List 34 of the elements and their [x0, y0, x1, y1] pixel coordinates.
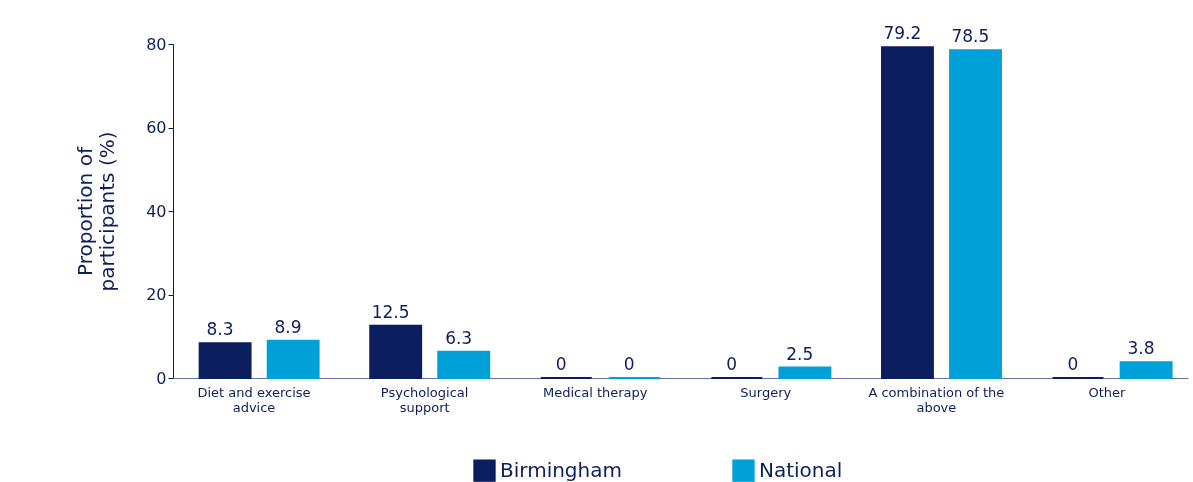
bar — [778, 366, 832, 379]
data-label: 0 — [623, 354, 635, 374]
x-tick-label: Psychological support — [380, 384, 469, 415]
bar — [881, 46, 934, 379]
data-label: 8.9 — [274, 316, 302, 337]
x-tick-label: Diet and exercise advice — [197, 384, 311, 415]
data-label: 8.3 — [206, 319, 234, 340]
bar — [1119, 361, 1173, 379]
bar — [369, 324, 423, 379]
bar — [437, 350, 491, 379]
data-label: 0 — [726, 354, 738, 374]
legend-label: Birmingham — [500, 457, 622, 482]
data-label: 79.2 — [883, 23, 922, 44]
x-tick-label: Other — [1088, 384, 1127, 400]
y-tick-label: 20 — [146, 285, 167, 304]
data-label: 0 — [555, 354, 567, 374]
data-label: 3.8 — [1127, 338, 1155, 359]
y-axis-title: Proportion of participants (%) — [73, 131, 120, 292]
data-label: 6.3 — [445, 327, 473, 348]
data-label: 2.5 — [786, 343, 814, 364]
data-label: 78.5 — [951, 26, 990, 47]
bar — [266, 339, 320, 379]
x-tick-label: Medical therapy — [542, 384, 648, 400]
legend-label: National — [759, 457, 843, 482]
bar — [198, 342, 252, 379]
bar — [949, 49, 1002, 379]
y-tick-label: 60 — [146, 118, 167, 137]
y-tick-label: 80 — [146, 34, 167, 54]
y-tick-label: 0 — [156, 368, 167, 388]
data-label: 0 — [1067, 354, 1079, 374]
data-label: 12.5 — [371, 301, 410, 322]
y-tick-label: 40 — [146, 201, 167, 221]
x-tick-label: Surgery — [740, 384, 792, 400]
x-tick-label: A combination of the above — [868, 384, 1005, 415]
